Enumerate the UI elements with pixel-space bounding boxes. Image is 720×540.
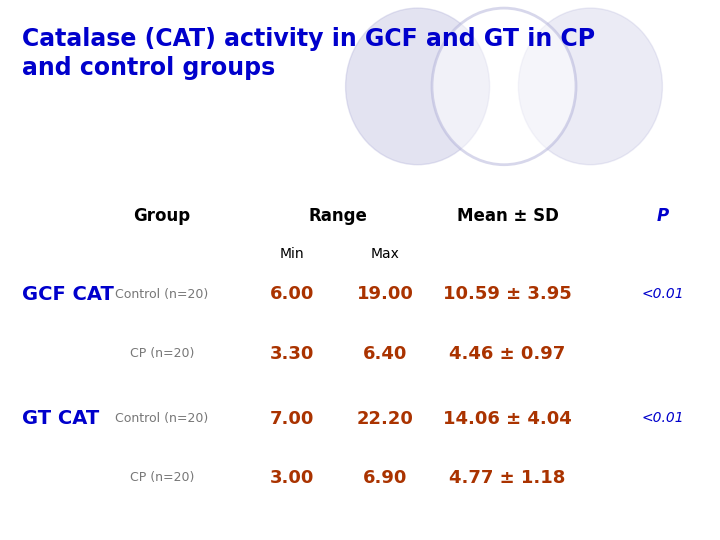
Text: 6.00: 6.00 (269, 285, 314, 303)
Text: <0.01: <0.01 (641, 411, 684, 426)
Text: 6.90: 6.90 (363, 469, 408, 487)
Text: Range: Range (309, 207, 368, 225)
Text: Control (n=20): Control (n=20) (115, 288, 209, 301)
Text: 6.40: 6.40 (363, 345, 408, 363)
Text: Group: Group (133, 207, 191, 225)
Text: Mean ± SD: Mean ± SD (456, 207, 559, 225)
Text: Catalase (CAT) activity in GCF and GT in CP
and control groups: Catalase (CAT) activity in GCF and GT in… (22, 27, 595, 80)
Text: 4.46 ± 0.97: 4.46 ± 0.97 (449, 345, 566, 363)
Text: 7.00: 7.00 (269, 409, 314, 428)
Text: 14.06 ± 4.04: 14.06 ± 4.04 (444, 409, 572, 428)
Text: 3.00: 3.00 (269, 469, 314, 487)
Ellipse shape (518, 8, 662, 165)
Text: 4.77 ± 1.18: 4.77 ± 1.18 (449, 469, 566, 487)
Text: <0.01: <0.01 (641, 287, 684, 301)
Ellipse shape (432, 8, 576, 165)
Text: 22.20: 22.20 (357, 409, 413, 428)
Text: CP (n=20): CP (n=20) (130, 347, 194, 360)
Ellipse shape (346, 8, 490, 165)
Text: Max: Max (371, 247, 400, 261)
Text: Control (n=20): Control (n=20) (115, 412, 209, 425)
Text: P: P (657, 207, 668, 225)
Text: 19.00: 19.00 (357, 285, 413, 303)
Text: 3.30: 3.30 (269, 345, 314, 363)
Text: Min: Min (279, 247, 304, 261)
Text: 10.59 ± 3.95: 10.59 ± 3.95 (444, 285, 572, 303)
Text: GCF CAT: GCF CAT (22, 285, 114, 304)
Text: GT CAT: GT CAT (22, 409, 99, 428)
Text: CP (n=20): CP (n=20) (130, 471, 194, 484)
